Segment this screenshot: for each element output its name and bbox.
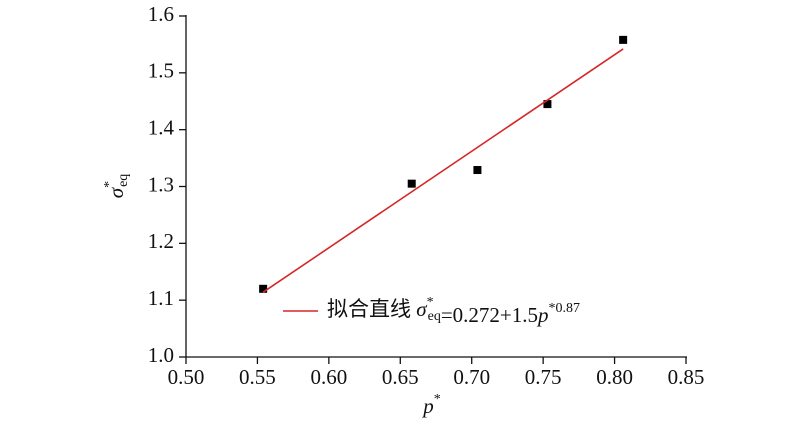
x-axis-label: p* — [421, 392, 441, 418]
point — [543, 100, 552, 109]
y-tick-label: 1.6 — [148, 2, 174, 26]
point — [259, 284, 268, 293]
fit-line — [262, 48, 624, 293]
y-tick-label: 1.0 — [148, 343, 174, 367]
x-tick-label: 0.50 — [168, 365, 205, 389]
y-tick-label: 1.4 — [148, 115, 175, 139]
x-tick-label: 0.80 — [596, 365, 633, 389]
x-tick-label: 0.60 — [310, 365, 347, 389]
x-tick-label: 0.65 — [382, 365, 419, 389]
point — [619, 35, 628, 44]
y-tick-label: 1.2 — [148, 229, 174, 253]
y-tick-label: 1.1 — [148, 286, 174, 310]
x-tick-label: 0.70 — [453, 365, 490, 389]
legend-label: 拟合直线 σ* eq=0.272+1.5p*0.87 — [327, 295, 580, 327]
y-tick-label: 1.3 — [148, 172, 174, 196]
x-tick-label: 0.75 — [525, 365, 562, 389]
point — [473, 166, 482, 175]
x-tick-label: 0.85 — [668, 365, 705, 389]
y-axis-label: σ*eq — [102, 174, 131, 199]
point — [407, 179, 416, 188]
x-tick-label: 0.55 — [239, 365, 276, 389]
y-tick-label: 1.5 — [148, 59, 174, 83]
